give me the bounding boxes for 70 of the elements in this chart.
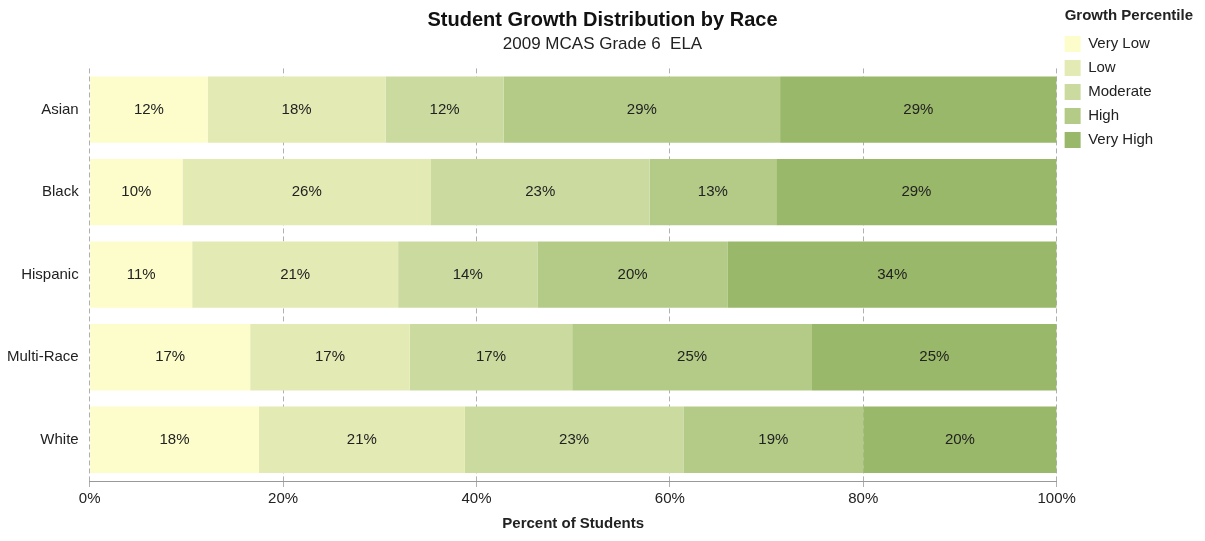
data-label: 25% bbox=[677, 347, 708, 365]
legend-title: Growth Percentile bbox=[1064, 5, 1194, 23]
bar bbox=[572, 324, 812, 391]
data-label: 13% bbox=[697, 182, 728, 200]
x-tick-label: 40% bbox=[461, 489, 492, 507]
legend-label: Very High bbox=[1088, 130, 1154, 148]
data-label: 21% bbox=[346, 429, 377, 447]
bar bbox=[192, 241, 399, 308]
bar bbox=[90, 324, 251, 391]
y-tick-label: White bbox=[40, 429, 79, 447]
data-label: 23% bbox=[525, 182, 556, 200]
data-label: 20% bbox=[944, 429, 975, 447]
y-tick-label: Multi-Race bbox=[6, 347, 79, 365]
data-label: 29% bbox=[901, 182, 932, 200]
bar bbox=[780, 76, 1057, 143]
bar bbox=[258, 406, 465, 473]
bar bbox=[503, 76, 781, 143]
data-label: 12% bbox=[133, 99, 164, 117]
bar bbox=[727, 241, 1057, 308]
bar bbox=[90, 406, 259, 473]
bar bbox=[863, 406, 1057, 473]
data-label: 29% bbox=[626, 99, 657, 117]
bar bbox=[649, 159, 777, 226]
legend-label: Moderate bbox=[1088, 82, 1152, 100]
x-tick-label: 20% bbox=[268, 489, 299, 507]
legend-label: Very Low bbox=[1088, 34, 1150, 52]
bar bbox=[431, 159, 650, 226]
bar bbox=[464, 406, 684, 473]
bar bbox=[537, 241, 728, 308]
data-label: 29% bbox=[903, 99, 934, 117]
x-tick-label: 60% bbox=[654, 489, 685, 507]
data-label: 23% bbox=[559, 429, 590, 447]
y-tick-label: Black bbox=[41, 182, 80, 200]
bar bbox=[398, 241, 538, 308]
x-tick-label: 100% bbox=[1037, 489, 1076, 507]
legend-label: High bbox=[1088, 106, 1119, 124]
data-label: 18% bbox=[281, 99, 312, 117]
y-tick-label: Asian bbox=[41, 99, 79, 117]
x-tick-label: 0% bbox=[78, 489, 101, 507]
data-label: 26% bbox=[291, 182, 322, 200]
chart-title: Student Growth Distribution by Race bbox=[427, 7, 778, 30]
data-label: 18% bbox=[159, 429, 190, 447]
data-label: 14% bbox=[452, 264, 483, 282]
data-label: 17% bbox=[155, 347, 186, 365]
bar bbox=[90, 241, 193, 308]
bar bbox=[776, 159, 1057, 226]
data-label: 21% bbox=[280, 264, 311, 282]
bar bbox=[385, 76, 504, 143]
bar bbox=[683, 406, 864, 473]
y-tick-label: Hispanic bbox=[21, 264, 80, 282]
bar bbox=[250, 324, 410, 391]
bar bbox=[90, 76, 208, 143]
bar bbox=[90, 159, 183, 226]
bar bbox=[207, 76, 386, 143]
data-label: 19% bbox=[758, 429, 789, 447]
data-label: 17% bbox=[314, 347, 345, 365]
data-label: 20% bbox=[617, 264, 648, 282]
x-tick-label: 80% bbox=[848, 489, 879, 507]
data-label: 10% bbox=[121, 182, 152, 200]
x-axis-title: Percent of Students bbox=[502, 514, 644, 532]
bar bbox=[182, 159, 432, 226]
data-label: 17% bbox=[475, 347, 506, 365]
legend-label: Low bbox=[1088, 58, 1116, 76]
data-label: 11% bbox=[126, 264, 156, 282]
bar bbox=[409, 324, 573, 391]
bar bbox=[812, 324, 1057, 391]
data-label: 25% bbox=[919, 347, 950, 365]
data-label: 34% bbox=[877, 264, 908, 282]
chart-subtitle: 2009 MCAS Grade 6 ELA bbox=[502, 33, 703, 53]
data-label: 12% bbox=[429, 99, 460, 117]
